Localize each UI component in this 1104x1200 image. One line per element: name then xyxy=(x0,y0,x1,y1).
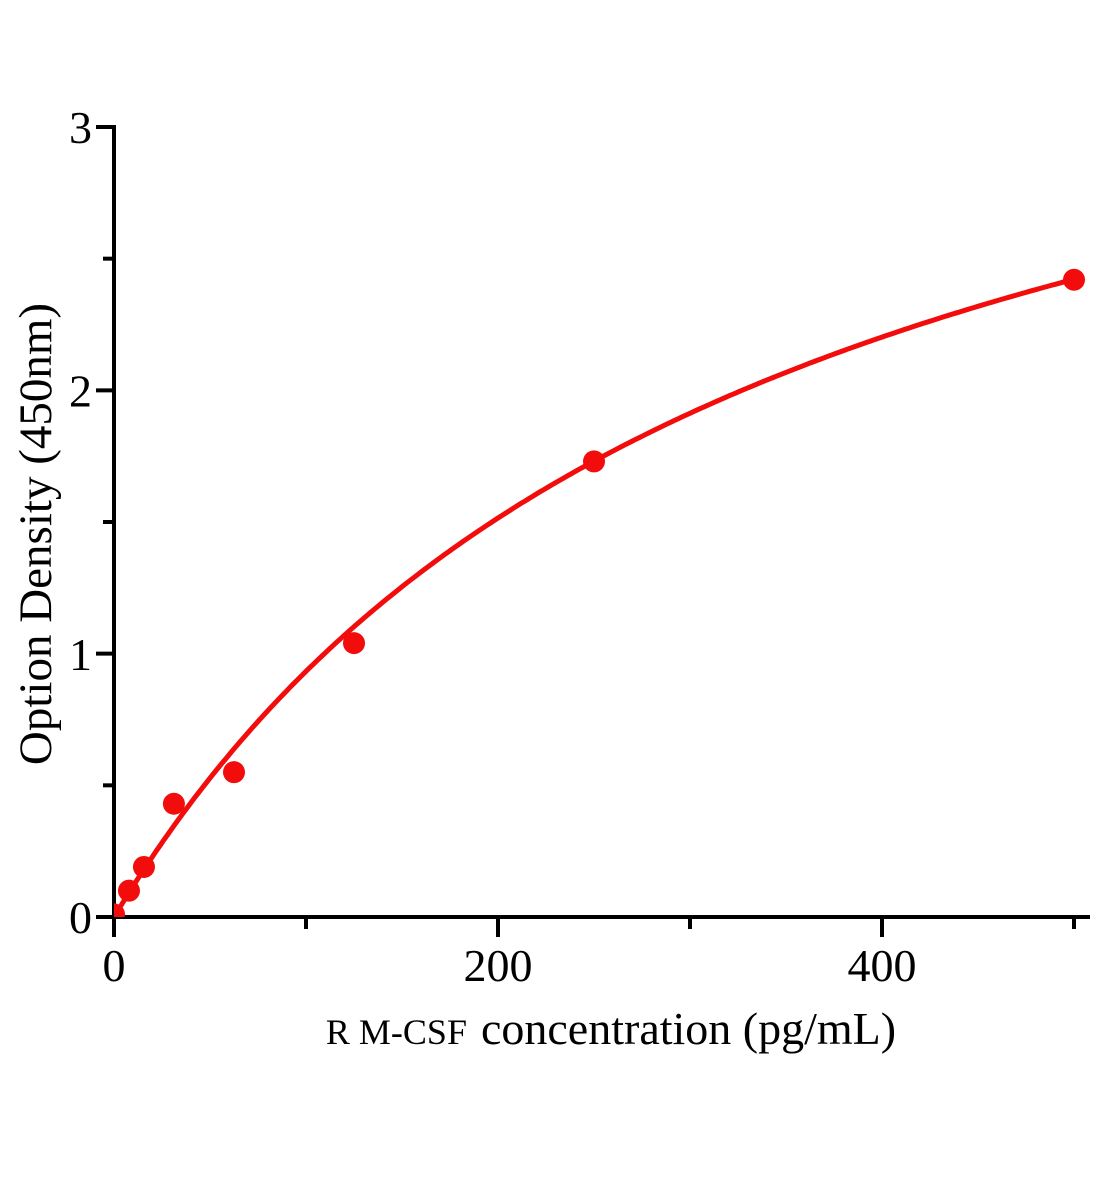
fit-curve xyxy=(114,276,1077,917)
data-point xyxy=(117,879,140,902)
y-tick-label: 0 xyxy=(69,892,92,943)
data-point xyxy=(132,855,155,878)
data-point xyxy=(583,450,605,473)
data-point xyxy=(114,903,125,917)
data-point xyxy=(223,761,245,784)
y-tick-label: 3 xyxy=(69,102,92,153)
data-point xyxy=(1063,268,1085,291)
data-point xyxy=(343,632,365,655)
y-axis-label: Option Density (450nm) xyxy=(10,302,62,766)
x-axis-label-units: concentration (pg/mL) xyxy=(480,1003,897,1054)
x-tick-label: 400 xyxy=(848,940,917,991)
data-point xyxy=(162,792,185,815)
data-series xyxy=(114,268,1085,917)
x-axis-label: R M-CSF concentration (pg/mL) xyxy=(326,1002,896,1055)
x-axis-label-analyte: R M-CSF xyxy=(325,1012,467,1052)
y-tick-label: 1 xyxy=(69,629,92,680)
x-tick-label: 0 xyxy=(103,940,126,991)
y-tick-label: 2 xyxy=(69,365,92,416)
x-tick-label: 200 xyxy=(464,940,533,991)
